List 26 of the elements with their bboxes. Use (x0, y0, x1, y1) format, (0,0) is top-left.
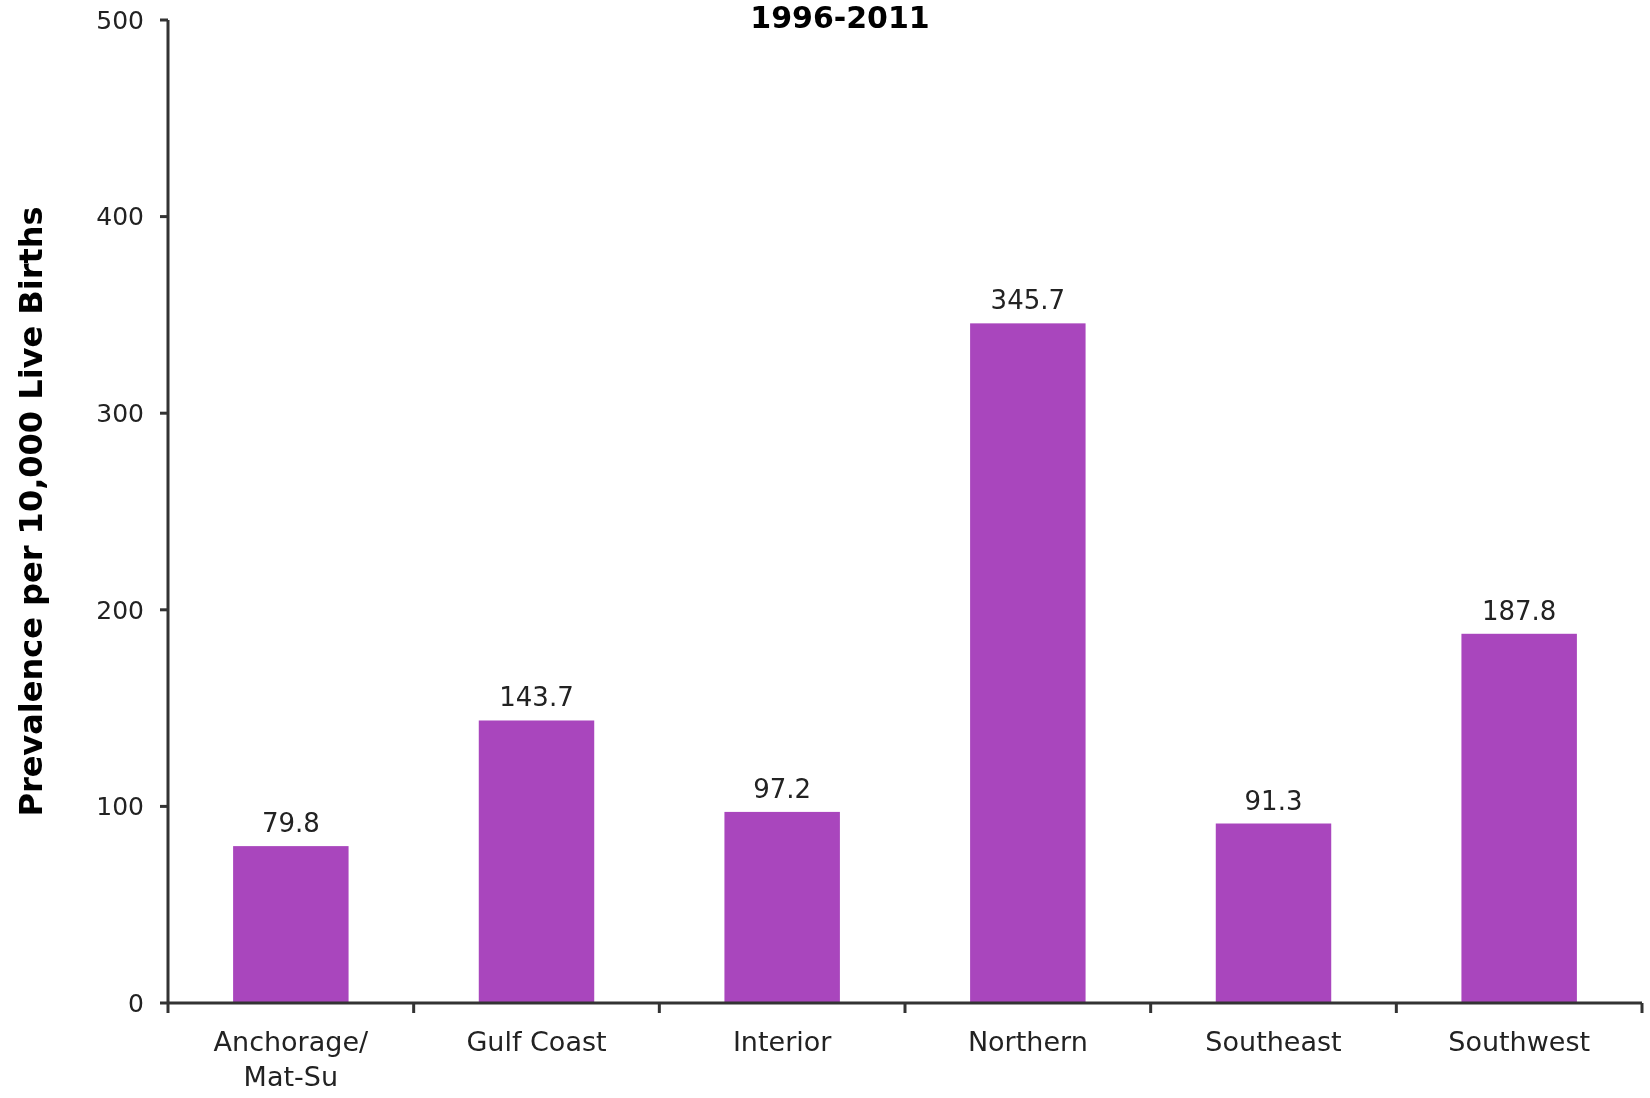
bar (1461, 633, 1577, 1003)
bar (478, 720, 595, 1003)
x-tick-label: Northern (967, 1026, 1088, 1057)
y-tick-label: 100 (96, 792, 144, 822)
data-label: 143.7 (499, 682, 574, 713)
data-label: 187.8 (1481, 595, 1557, 626)
x-tick-label: Interior (732, 1026, 833, 1057)
bar (724, 811, 840, 1003)
y-tick-label: 500 (96, 5, 144, 35)
x-tick-label: Southwest (1448, 1026, 1591, 1057)
x-tick-label: Southeast (1205, 1026, 1342, 1057)
bar (233, 846, 349, 1003)
y-tick-label: 0 (128, 988, 144, 1018)
chart-title: 1996-2011 (750, 0, 930, 35)
y-axis-title: Prevalence per 10,000 Live Births (12, 206, 50, 817)
y-tick-label: 300 (96, 398, 144, 428)
bar (970, 323, 1086, 1003)
x-tick-label: Gulf Coast (466, 1026, 607, 1057)
y-tick-label: 400 (96, 202, 144, 232)
data-label: 79.8 (261, 808, 320, 839)
y-tick-label: 200 (96, 595, 144, 625)
data-label: 345.7 (990, 285, 1066, 316)
data-label: 91.3 (1244, 785, 1303, 816)
x-tick-label: Anchorage/ Mat-Su (213, 1026, 370, 1092)
data-label: 97.2 (753, 773, 812, 804)
bar (1215, 823, 1332, 1003)
